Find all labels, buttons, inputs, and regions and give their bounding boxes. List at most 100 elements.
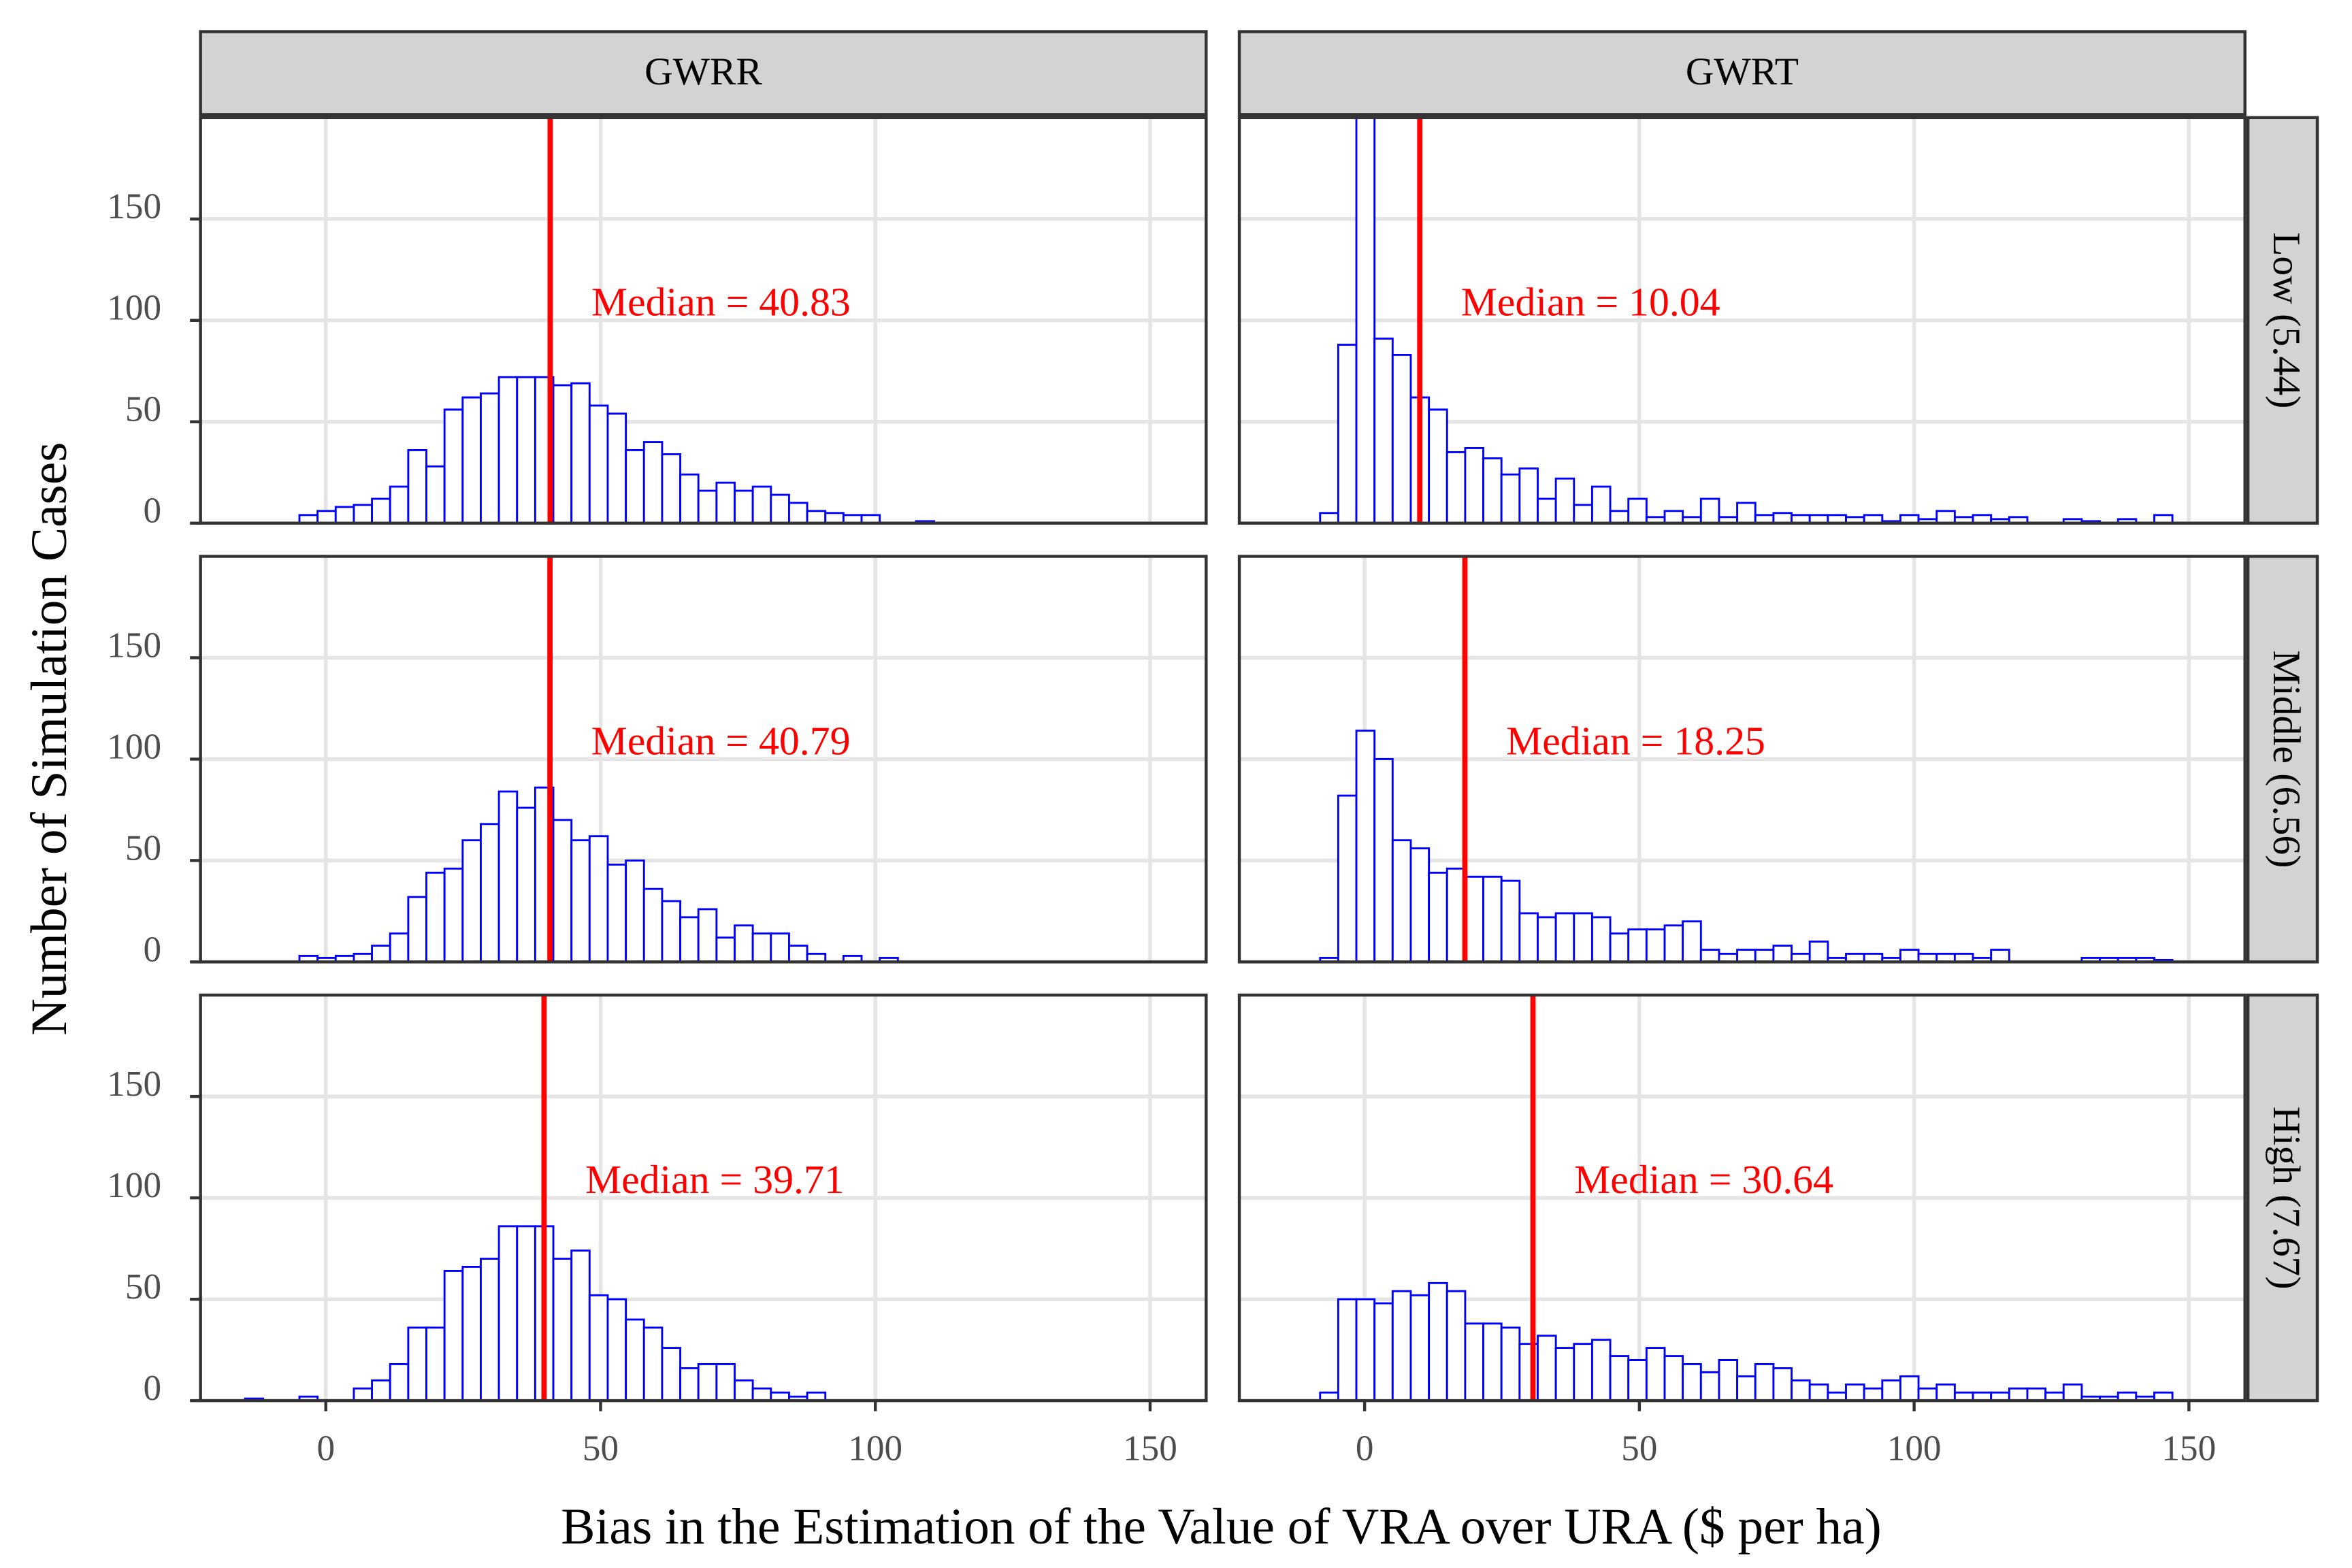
bar — [1736, 502, 1757, 523]
bar — [425, 1326, 446, 1401]
bar — [407, 896, 427, 962]
bar — [734, 1379, 754, 1401]
bar — [443, 867, 464, 962]
bar — [516, 806, 536, 962]
bar — [1446, 451, 1467, 523]
panel: Median = 18.25 — [1239, 556, 2245, 962]
bar — [697, 908, 718, 962]
bar — [642, 1326, 664, 1401]
bar — [679, 1367, 700, 1401]
bar — [1373, 1302, 1394, 1401]
bar — [2008, 1387, 2029, 1401]
bar — [1337, 344, 1358, 523]
bar — [461, 1265, 482, 1401]
bar — [552, 819, 573, 962]
strip-label: GWRT — [1686, 50, 1799, 93]
bar — [1754, 949, 1775, 962]
bar — [1409, 847, 1431, 962]
bar — [1482, 1322, 1503, 1401]
bar — [1899, 949, 1920, 962]
bar — [570, 839, 591, 962]
bar — [606, 1298, 627, 1401]
bar — [407, 1326, 427, 1401]
x-tick-label: 50 — [583, 1429, 619, 1469]
strip-label: Low (5.44) — [2265, 232, 2308, 408]
bar — [1936, 1383, 1956, 1401]
bar — [1953, 953, 1974, 962]
bar — [1699, 497, 1720, 523]
y-axis-title: Number of Simulation Cases — [21, 442, 78, 1035]
bar — [661, 453, 682, 523]
bar — [1537, 1335, 1557, 1401]
bar — [697, 489, 718, 523]
bar — [1591, 1339, 1612, 1401]
bar — [497, 790, 519, 962]
x-tick-label: 50 — [1621, 1429, 1657, 1469]
bar — [2008, 516, 2029, 523]
bar — [697, 1363, 718, 1401]
strip — [199, 30, 1208, 116]
bar — [334, 506, 355, 523]
bar — [1682, 1363, 1702, 1401]
bar — [1373, 338, 1394, 523]
strip-label: GWRR — [644, 50, 762, 93]
bar — [1827, 514, 1847, 523]
bar — [1500, 879, 1521, 962]
x-tick-label: 100 — [848, 1429, 902, 1469]
bar — [1663, 924, 1684, 962]
bar — [1936, 510, 1956, 523]
y-tick-label: 100 — [107, 1166, 161, 1205]
bar — [806, 1391, 827, 1401]
median-label: Median = 10.04 — [1461, 280, 1720, 325]
bar — [1373, 758, 1394, 962]
bar — [1428, 871, 1448, 962]
bar — [1554, 477, 1575, 523]
bar — [842, 955, 863, 962]
median-label: Median = 39.71 — [585, 1157, 845, 1202]
bar — [788, 945, 808, 962]
median-label: Median = 40.83 — [591, 280, 851, 325]
bar — [1627, 1359, 1648, 1401]
bar — [1899, 514, 1920, 523]
bar — [516, 376, 536, 523]
bar — [588, 1294, 609, 1401]
bar — [1845, 1383, 1865, 1401]
panel: Median = 10.04 — [1239, 117, 2245, 523]
x-tick-label: 0 — [316, 1429, 335, 1469]
strip-label: Middle (6.56) — [2265, 650, 2308, 868]
bar — [371, 1379, 391, 1401]
y-tick-label: 150 — [107, 1064, 161, 1104]
bar — [353, 1387, 374, 1401]
bar — [552, 384, 573, 523]
bar — [1972, 514, 1993, 523]
bar — [2153, 514, 2174, 523]
bar — [1464, 447, 1485, 523]
x-tick-label: 150 — [1123, 1429, 1177, 1469]
bar — [1554, 1347, 1575, 1401]
bar — [461, 839, 482, 962]
y-tick-label: 50 — [125, 828, 161, 868]
bar — [2153, 1391, 2174, 1401]
bar — [770, 493, 790, 523]
bar — [1355, 1298, 1376, 1401]
bar — [570, 1250, 591, 1401]
bar — [734, 489, 754, 523]
bar — [1500, 1326, 1521, 1401]
bar — [1609, 932, 1630, 962]
y-tick-label: 50 — [125, 1267, 161, 1307]
bar — [588, 835, 609, 962]
bar — [1409, 1294, 1431, 1401]
bar — [371, 945, 391, 962]
bar — [389, 932, 410, 962]
median-label: Median = 18.25 — [1506, 718, 1765, 763]
bar — [371, 497, 391, 523]
bar — [625, 1318, 645, 1401]
bar — [353, 504, 374, 523]
bar — [751, 485, 772, 523]
bar — [1573, 912, 1593, 962]
x-tick-label: 100 — [1887, 1429, 1942, 1469]
bar — [715, 936, 736, 962]
bar — [1699, 1371, 1720, 1401]
bar — [788, 502, 808, 523]
